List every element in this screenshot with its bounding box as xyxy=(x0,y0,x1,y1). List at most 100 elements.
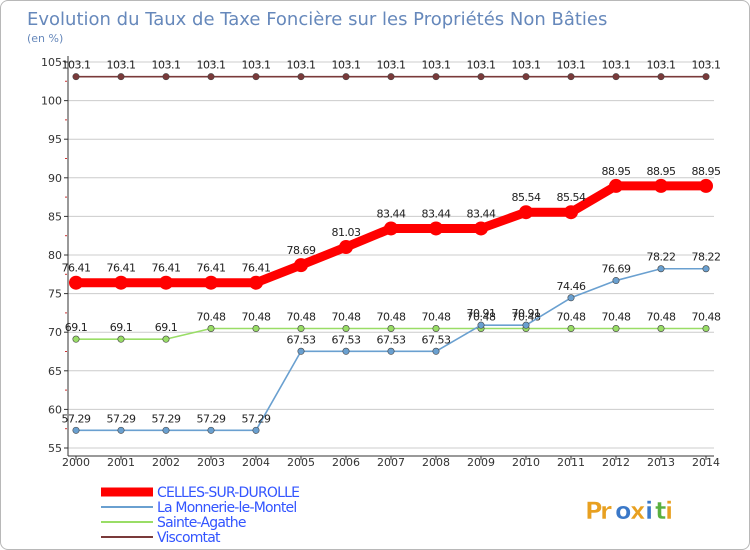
series-celles-sur-durolle: 76.41 76.41 76.41 76.41 76.41 78.69 81.03 83.44… xyxy=(62,165,721,290)
data-point xyxy=(477,321,485,329)
data-point xyxy=(522,73,530,81)
data-point xyxy=(204,275,218,290)
x-tick-label: 2009 xyxy=(467,456,495,469)
data-label: 57.29 xyxy=(62,412,91,425)
data-point xyxy=(567,324,575,332)
logo-letter: x xyxy=(630,497,646,525)
data-point xyxy=(249,275,263,290)
y-tick-label: 85 xyxy=(48,210,62,223)
data-point xyxy=(477,73,485,81)
data-label: 103.1 xyxy=(242,59,271,72)
chart-title: Evolution du Taux de Taxe Foncière sur l… xyxy=(27,9,607,30)
logo-letter: t xyxy=(655,497,666,525)
data-point xyxy=(612,324,620,332)
data-label: 103.1 xyxy=(557,59,586,72)
x-tick-label: 2014 xyxy=(692,456,720,469)
legend-label: Viscomtat xyxy=(157,530,221,546)
data-label: 83.44 xyxy=(377,207,406,220)
series-la-monnerie-le-montel: 57.29 57.29 57.29 57.29 57.29 67.53 67.53 67.53… xyxy=(62,251,721,434)
data-label: 74.46 xyxy=(557,280,586,293)
data-point xyxy=(72,73,80,81)
data-label: 67.53 xyxy=(332,333,361,346)
data-label: 81.03 xyxy=(332,226,361,239)
data-point xyxy=(702,265,710,273)
x-tick-label: 2011 xyxy=(557,456,585,469)
data-label: 76.41 xyxy=(242,262,271,275)
data-label: 103.1 xyxy=(107,59,136,72)
data-point xyxy=(702,324,710,332)
data-label: 103.1 xyxy=(422,59,451,72)
data-label: 103.1 xyxy=(287,59,316,72)
data-label: 70.48 xyxy=(647,310,676,323)
data-point xyxy=(342,73,350,81)
y-tick-label: 100 xyxy=(41,95,62,108)
data-label: 57.29 xyxy=(242,412,271,425)
data-label: 69.1 xyxy=(155,321,178,334)
data-label: 78.69 xyxy=(287,244,316,257)
data-point xyxy=(252,426,260,434)
data-point xyxy=(72,335,80,343)
data-point xyxy=(162,73,170,81)
x-tick-label: 2008 xyxy=(422,456,450,469)
data-label: 57.29 xyxy=(152,412,181,425)
data-label: 103.1 xyxy=(197,59,226,72)
data-point xyxy=(342,347,350,355)
data-point xyxy=(297,73,305,81)
data-label: 78.22 xyxy=(692,251,721,264)
data-point xyxy=(522,321,530,329)
data-point xyxy=(387,347,395,355)
y-tick-label: 65 xyxy=(48,365,62,378)
y-tick-label: 55 xyxy=(48,442,62,455)
x-tick-label: 2004 xyxy=(242,456,270,469)
data-label: 70.48 xyxy=(467,310,496,323)
data-label: 70.48 xyxy=(422,310,451,323)
y-axis-unit-label: (en %) xyxy=(27,32,63,45)
data-label: 103.1 xyxy=(332,59,361,72)
data-point xyxy=(654,178,668,193)
x-tick-label: 2012 xyxy=(602,456,630,469)
gridlines xyxy=(68,61,714,449)
series-layer: 103.1 103.1 103.1 103.1 103.1 103.1 103.1 103.1… xyxy=(62,59,721,434)
logo-letter: P xyxy=(585,497,603,525)
data-point xyxy=(429,221,443,236)
proxiti-logo: Pr ox i ti xyxy=(585,497,674,526)
data-label: 103.1 xyxy=(647,59,676,72)
data-point xyxy=(117,73,125,81)
series-viscomtat: 103.1 103.1 103.1 103.1 103.1 103.1 103.1 103.1… xyxy=(62,59,721,81)
data-label: 103.1 xyxy=(602,59,631,72)
axes: 55 60 65 70 75 80 85 90 95 100 105 2000 2001 2002 2003… xyxy=(41,56,720,469)
legend-label: CELLES-SUR-DUROLLE xyxy=(157,485,299,501)
data-label: 78.22 xyxy=(647,251,676,264)
data-point xyxy=(657,73,665,81)
data-point xyxy=(117,426,125,434)
data-point xyxy=(702,73,710,81)
data-point xyxy=(342,324,350,332)
data-label: 69.1 xyxy=(110,321,133,334)
data-label: 70.48 xyxy=(692,310,721,323)
data-label: 76.41 xyxy=(62,262,91,275)
data-point xyxy=(567,73,575,81)
data-point xyxy=(387,73,395,81)
x-tick-label: 2005 xyxy=(287,456,315,469)
data-point xyxy=(612,277,620,285)
logo-letter: i xyxy=(665,497,673,525)
data-point xyxy=(207,73,215,81)
data-label: 70.91 xyxy=(467,307,496,320)
data-label: 88.95 xyxy=(692,165,721,178)
data-label: 103.1 xyxy=(692,59,721,72)
data-point xyxy=(69,275,83,290)
legend-label: La Monnerie-le-Montel xyxy=(157,500,296,516)
data-point xyxy=(114,275,128,290)
data-point xyxy=(387,324,395,332)
y-tick-label: 105 xyxy=(41,56,62,69)
data-point xyxy=(384,221,398,236)
data-point xyxy=(609,178,623,193)
data-label: 76.69 xyxy=(602,263,631,276)
data-point xyxy=(159,275,173,290)
data-label: 57.29 xyxy=(107,412,136,425)
x-tick-label: 2006 xyxy=(332,456,360,469)
x-tick-label: 2007 xyxy=(377,456,405,469)
data-point xyxy=(162,335,170,343)
data-point xyxy=(252,324,260,332)
